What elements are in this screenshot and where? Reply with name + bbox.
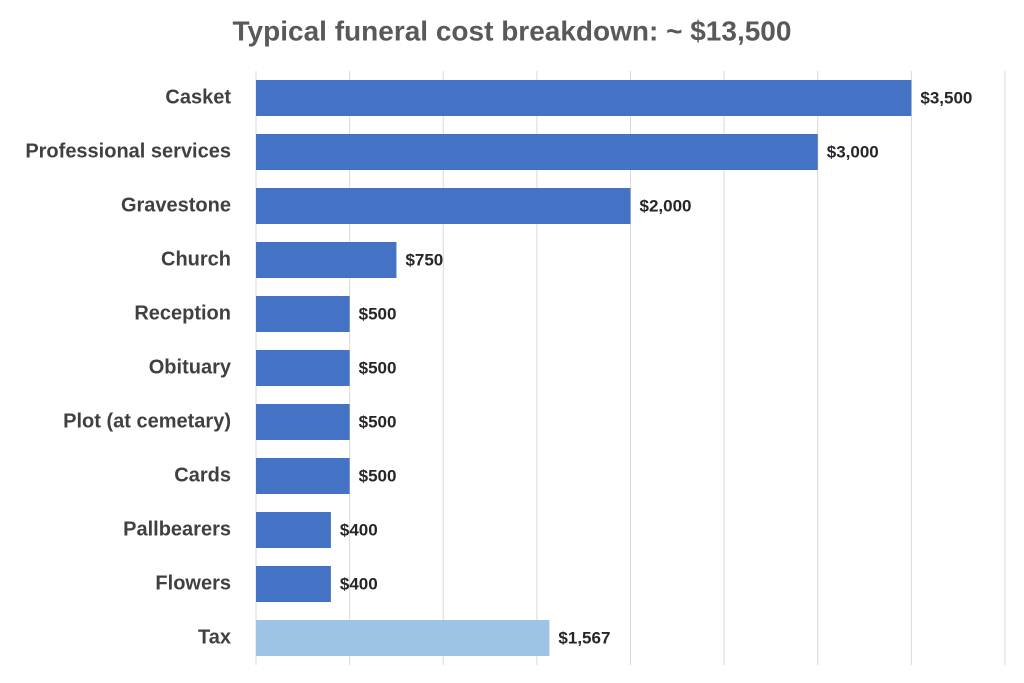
bar — [256, 620, 550, 656]
bar — [256, 350, 350, 386]
category-label: Casket — [165, 86, 231, 108]
category-label: Church — [161, 248, 231, 270]
value-label: $500 — [359, 304, 397, 323]
value-label: $2,000 — [640, 196, 692, 215]
bar — [256, 188, 631, 224]
category-label: Plot (at cemetary) — [63, 410, 231, 432]
bar — [256, 458, 350, 494]
bar — [256, 242, 397, 278]
value-label: $1,567 — [558, 628, 610, 647]
category-label: Gravestone — [121, 194, 231, 216]
value-label: $750 — [405, 250, 443, 269]
category-label: Obituary — [149, 356, 232, 378]
category-label: Flowers — [155, 572, 231, 594]
bar — [256, 404, 350, 440]
bar — [256, 512, 331, 548]
category-label: Reception — [134, 302, 231, 324]
value-label: $500 — [359, 466, 397, 485]
category-label: Professional services — [25, 140, 231, 162]
category-label: Tax — [198, 626, 231, 648]
value-label: $500 — [359, 358, 397, 377]
value-label: $400 — [340, 574, 378, 593]
category-label: Cards — [174, 464, 231, 486]
bar — [256, 296, 350, 332]
bar — [256, 566, 331, 602]
value-label: $3,500 — [920, 88, 972, 107]
category-label: Pallbearers — [123, 518, 231, 540]
bar — [256, 80, 912, 116]
value-label: $400 — [340, 520, 378, 539]
value-label: $3,000 — [827, 142, 879, 161]
chart-title: Typical funeral cost breakdown: ~ $13,50… — [233, 15, 792, 46]
value-label: $500 — [359, 412, 397, 431]
bar — [256, 134, 818, 170]
